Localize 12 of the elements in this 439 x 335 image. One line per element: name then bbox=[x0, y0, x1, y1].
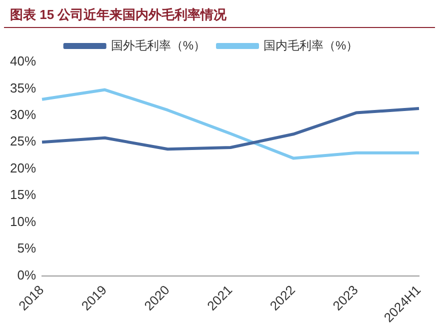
y-tick-label: 25% bbox=[10, 134, 36, 149]
chart-title: 图表 15 公司近年来国内外毛利率情况 bbox=[4, 0, 435, 28]
y-tick-label: 10% bbox=[10, 214, 36, 229]
legend-label: 国外毛利率（%） bbox=[110, 38, 206, 52]
y-tick-label: 0% bbox=[17, 267, 36, 282]
y-tick-label: 30% bbox=[10, 107, 36, 122]
y-tick-label: 5% bbox=[17, 240, 36, 256]
legend-label: 国内毛利率（%） bbox=[264, 38, 358, 52]
y-tick-label: 40% bbox=[10, 54, 36, 69]
y-tick-label: 35% bbox=[10, 80, 36, 96]
y-tick-label: 15% bbox=[10, 187, 36, 202]
y-tick-label: 20% bbox=[10, 160, 36, 176]
